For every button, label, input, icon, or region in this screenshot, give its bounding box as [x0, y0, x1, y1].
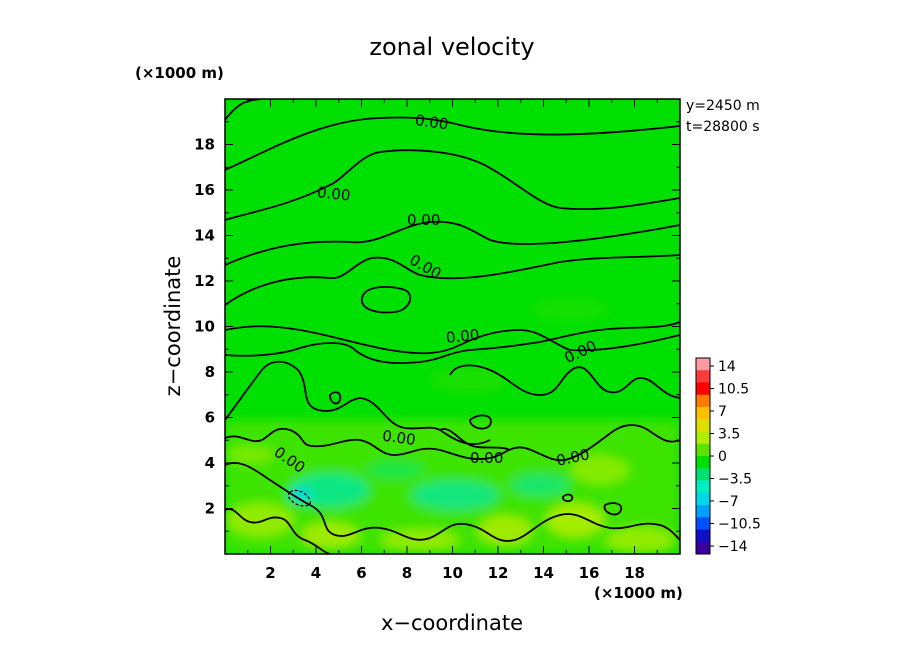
x-tick-label: 12	[488, 564, 509, 582]
colorbar-label: −7	[718, 494, 739, 510]
info-line-2: t=28800 s	[686, 119, 760, 135]
colorbar-swatch	[696, 517, 710, 530]
colorbar-swatch	[696, 419, 710, 432]
x-tick-label: 16	[579, 564, 600, 582]
contour-line	[361, 286, 412, 314]
y-tick-label: 12	[194, 272, 215, 290]
y-tick-label: 2	[205, 500, 215, 518]
contour-line	[225, 321, 680, 364]
colorbar-label: 7	[718, 404, 727, 420]
colorbar-swatch	[696, 394, 710, 408]
colorbar-label: 3.5	[718, 427, 740, 443]
contour-line	[225, 424, 680, 462]
contour-label: 0.00	[414, 111, 450, 133]
colorbar-swatch	[696, 407, 710, 420]
colorbar-swatch	[696, 382, 710, 396]
y-tick-label: 14	[194, 227, 215, 245]
colorbar-swatch	[696, 358, 710, 371]
contour-line	[225, 462, 680, 542]
x-tick-label: 8	[402, 564, 412, 582]
y-tick-label: 6	[205, 409, 215, 427]
x-axis-label: x−coordinate	[381, 611, 523, 635]
x-unit-label: (×1000 m)	[594, 584, 683, 602]
colorbar-label: −3.5	[718, 472, 752, 488]
x-tick-label: 18	[624, 564, 645, 582]
zero-contours	[225, 99, 680, 554]
contour-label: 0.00	[470, 449, 503, 467]
colorbar-swatch	[696, 456, 710, 469]
contour-line	[469, 414, 492, 430]
colorbar-label: 10.5	[718, 382, 749, 398]
contour-line	[225, 254, 680, 306]
colorbar-swatch	[696, 468, 710, 481]
contour-label: 0.00	[381, 427, 417, 449]
colorbar: 14 10.5 7 3.5 0 −3.5 −7 −10.5 −14	[695, 357, 761, 555]
colorbar-swatch	[696, 529, 710, 543]
x-tick-label: 10	[442, 564, 463, 582]
colorbar-swatch	[696, 480, 710, 494]
contour-line	[225, 360, 491, 445]
contour-label: 0.00	[316, 183, 351, 204]
contour-line-dashed	[287, 489, 312, 507]
y-tick-label: 10	[194, 318, 215, 336]
info-line-1: y=2450 m	[686, 98, 760, 114]
colorbar-label: −14	[718, 539, 748, 555]
y-axis: 2 4 6 8 10 12 14 16 18	[194, 98, 680, 555]
plot-area: 0.00 0.00 0.00 0.00 0.00 0.00 0.00 0.00 …	[225, 99, 680, 554]
contour-line	[439, 428, 511, 451]
colorbar-swatch	[696, 370, 710, 383]
contour-line	[225, 149, 680, 221]
contour-line	[225, 116, 680, 171]
x-tick-label: 2	[265, 564, 275, 582]
colorbar-swatch	[696, 505, 710, 518]
contour-line	[225, 508, 331, 554]
colorbar-label: 0	[718, 449, 727, 465]
contour-line	[329, 391, 342, 405]
x-tick-label: 14	[533, 564, 554, 582]
x-tick-label: 4	[311, 564, 321, 582]
y-tick-label: 16	[194, 181, 215, 199]
chart-title: zonal velocity	[369, 33, 534, 61]
x-axis: 2 4 6 8 10 12 14 16 18	[224, 99, 681, 582]
colorbar-swatch	[696, 443, 710, 457]
y-tick-label: 8	[205, 363, 215, 381]
contour-line	[603, 502, 623, 516]
contour-line	[449, 364, 680, 399]
colorbar-swatch	[696, 492, 710, 506]
colorbar-label: 14	[718, 359, 736, 375]
x-tick-label: 6	[356, 564, 366, 582]
y-tick-label: 4	[205, 454, 215, 472]
contour-label: 0.00	[445, 326, 480, 347]
contour-label: 0.00	[407, 211, 440, 229]
colorbar-swatch	[696, 431, 710, 445]
contour-line	[225, 220, 680, 266]
contour-line	[562, 493, 574, 503]
colorbar-label: −10.5	[718, 517, 761, 533]
colorbar-swatch	[696, 541, 710, 555]
contour-line	[225, 325, 680, 355]
y-tick-label: 18	[194, 136, 215, 154]
y-axis-label: z−coordinate	[161, 256, 185, 397]
y-unit-label: (×1000 m)	[135, 64, 224, 82]
